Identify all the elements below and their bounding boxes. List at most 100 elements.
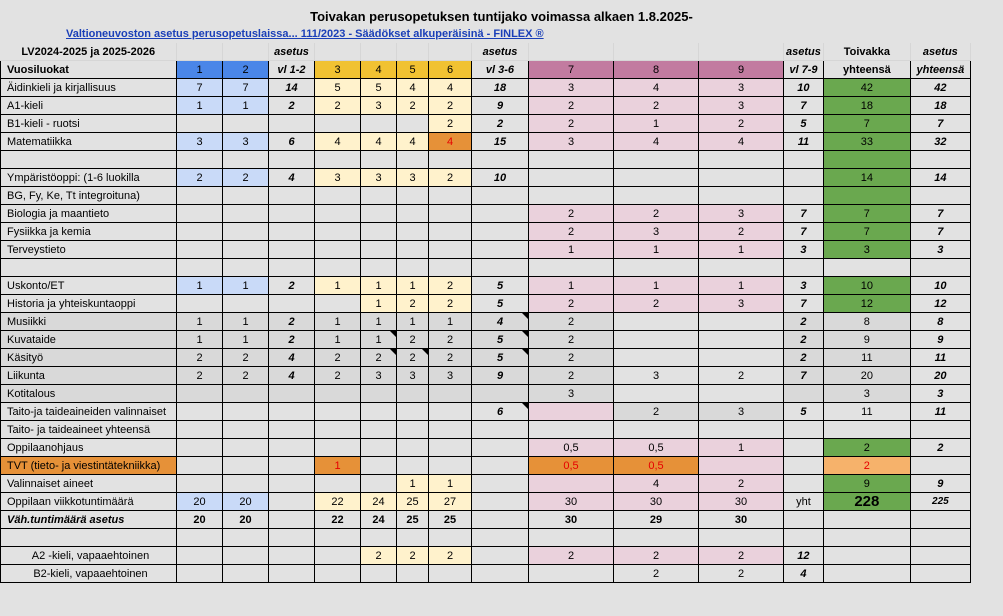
cell-col-5 [360,456,397,475]
cell-col-7 [428,438,472,457]
cell-col-8: 9 [471,366,529,385]
subject-label: Oppilaanohjaus [0,438,177,457]
cell-col-2 [222,546,269,565]
cell-col-4 [314,474,361,493]
cell-col-9: 2 [528,114,614,133]
vl12-header: vl 1-2 [268,60,315,79]
cell-col-4 [314,222,361,241]
cell-col-1: 2 [176,168,223,187]
cell-col-1: 1 [176,312,223,331]
cell-col-5 [360,186,397,205]
cell-col-7 [428,384,472,403]
subject-label: Historia ja yhteiskuntaoppi [0,294,177,313]
cell-col-3 [268,204,315,223]
finlex-link[interactable]: Valtioneuvoston asetus perusopetuslaissa… [66,28,544,40]
cell-col-4: 4 [314,132,361,151]
cell-col-14: 12 [909,294,971,313]
cell-col-2 [222,438,269,457]
table-row: Oppilaanohjaus 0,5 0,5 1 2 2 [0,438,971,457]
cell-col-9: 0,5 [528,438,614,457]
cell-col-8: 6 [471,402,529,421]
cell-col-7 [428,564,472,583]
cell-col-5 [360,528,397,547]
cell-col-11: 3 [698,294,784,313]
cell-col-8 [471,258,529,277]
cell-col-4 [314,402,361,421]
cell-col-8 [471,222,529,241]
cell-col-12: 7 [783,366,824,385]
cell-col-4: 1 [314,456,361,475]
cell-col-1 [176,222,223,241]
subject-label [0,150,177,169]
cell-col-7: 2 [428,114,472,133]
subject-label: Äidinkieli ja kirjallisuus [0,78,177,97]
cell-col-12: 7 [783,96,824,115]
cell-col-4: 1 [314,276,361,295]
subject-label: Taito-ja taideaineiden valinnaiset [0,402,177,421]
cell-col-13: 7 [822,222,911,241]
cell-col-4: 2 [314,348,361,367]
table-row: Väh.tuntimäärä asetus 20 20 22 24 25 25 30 29 30 [0,510,971,529]
cell-col-3: 4 [268,168,315,187]
cell-col-6 [396,222,429,241]
cell-col-13 [822,510,911,529]
cell-col-13: 2 [822,438,911,457]
cell-col-6 [396,150,429,169]
cell-col-13 [822,564,911,583]
cell-col-2: 1 [222,96,269,115]
cell-col-9: 1 [528,240,614,259]
cell-col-5: 24 [360,510,397,529]
cell-col-6 [396,564,429,583]
cell-col-11 [698,528,784,547]
subject-label: A1-kieli [0,96,177,115]
cell-col-3 [268,420,315,439]
cell-col-2 [222,150,269,169]
subject-label: Taito- ja taideaineet yhteensä [0,420,177,439]
cell-col-13 [822,150,911,169]
cell-col-4 [314,258,361,277]
subject-label: TVT (tieto- ja viestintätekniikka) [0,456,177,475]
subject-label: Liikunta [0,366,177,385]
cell-col-14: 2 [909,438,971,457]
cell-col-1 [176,294,223,313]
cell-col-12 [783,258,824,277]
cell-col-9 [528,258,614,277]
cell-col-2 [222,114,269,133]
cell-col-8: 5 [471,330,529,349]
grade-2-header: 2 [222,60,269,79]
vl36-header: vl 3-6 [471,60,529,79]
table-row: Uskonto/ET 1 1 2 1 1 1 2 5 1 1 1 3 10 10 [0,276,971,295]
cell-col-4: 1 [314,312,361,331]
cell-col-6 [396,420,429,439]
cell-col-6 [396,438,429,457]
cell-col-12: 7 [783,222,824,241]
cell-col-7: 2 [428,330,472,349]
cell-col-1: 1 [176,276,223,295]
cell-col-5 [360,420,397,439]
cell-col-3 [268,546,315,565]
subject-label: Uskonto/ET [0,276,177,295]
cell-col-6 [396,528,429,547]
cell-col-8 [471,420,529,439]
header-row-period: LV2024-2025 ja 2025-2026 asetus asetus a… [0,43,971,61]
cell-col-8 [471,150,529,169]
cell-col-8 [471,492,529,511]
cell-col-9: 2 [528,312,614,331]
cell-col-2: 2 [222,366,269,385]
subject-label: BG, Fy, Ke, Tt integroituna) [0,186,177,205]
cell-col-4: 22 [314,510,361,529]
grade-7-header: 7 [528,60,614,79]
cell-col-1 [176,546,223,565]
cell-col-8 [471,564,529,583]
period-label: LV2024-2025 ja 2025-2026 [0,43,177,61]
subject-label: Matematiikka [0,132,177,151]
cell-col-6: 2 [396,546,429,565]
cell-col-3: 14 [268,78,315,97]
cell-col-7: 27 [428,492,472,511]
cell-col-12: yht [783,492,824,511]
cell-col-11: 2 [698,564,784,583]
cell-col-1 [176,240,223,259]
cell-col-3: 2 [268,312,315,331]
cell-col-12: 2 [783,330,824,349]
cell-col-12: 2 [783,312,824,331]
